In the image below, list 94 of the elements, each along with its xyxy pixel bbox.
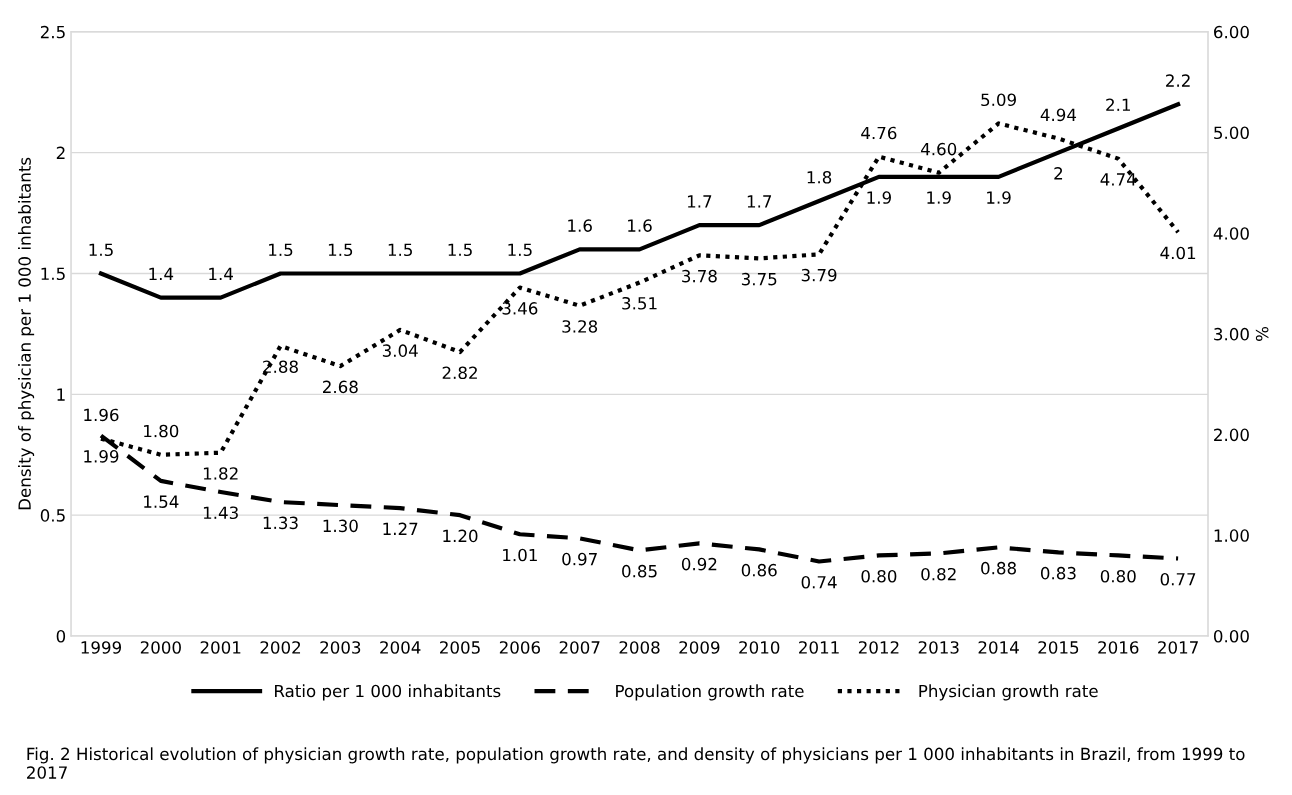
- data-label: 1.5: [448, 243, 472, 257]
- y-axis-title: Density of physician per 1 000 inhabitants: [18, 157, 35, 510]
- x-tick-label: 2015: [1038, 641, 1079, 654]
- x-tick-label: 2003: [320, 641, 361, 654]
- data-label: 2.82: [442, 366, 477, 380]
- data-label: 1.82: [203, 467, 238, 480]
- data-label: 4.60: [921, 142, 957, 156]
- data-label: 1.9: [987, 191, 1011, 204]
- data-label: 0.97: [562, 552, 597, 566]
- data-label: 4.76: [861, 126, 897, 140]
- data-label: 1.33: [263, 516, 298, 530]
- data-label: 0.85: [622, 564, 657, 578]
- data-label: 1.80: [144, 424, 179, 438]
- data-label: 2: [1054, 167, 1063, 180]
- legend-label: Population growth rate: [616, 684, 804, 701]
- data-label: 3.75: [741, 272, 777, 286]
- data-label: 0.74: [801, 575, 837, 589]
- data-label: 3.79: [801, 268, 837, 282]
- x-tick-label: 2000: [140, 641, 181, 654]
- x-tick-label: 2012: [858, 641, 899, 654]
- x-tick-label: 2002: [260, 641, 301, 654]
- data-label: 0.77: [1160, 572, 1196, 586]
- y-tick-label: 2: [56, 146, 65, 159]
- data-label: 0.83: [1040, 566, 1076, 580]
- x-tick-label: 2013: [918, 641, 959, 654]
- data-label: 1.6: [568, 219, 592, 232]
- caption: Fig. 2 Historical evolution of physician growth rate, population growth rate, and density of physicians per 1 000 inhabitants in Brazil, from 1999 to 2017: [27, 747, 1245, 779]
- data-label: 1.99: [84, 450, 119, 463]
- x-tick-label: 2001: [200, 641, 241, 654]
- data-label: 1.6: [628, 219, 652, 232]
- data-label: 1.20: [443, 529, 478, 543]
- y2-tick-label: 4.00: [1213, 227, 1249, 240]
- data-label: 3.46: [502, 302, 538, 315]
- data-label: 3.28: [562, 320, 598, 333]
- data-label: 1.27: [383, 522, 418, 535]
- y2-tick-label: 5.00: [1214, 126, 1249, 140]
- y2-tick-label: 0.00: [1213, 629, 1249, 643]
- x-tick-label: 2006: [499, 641, 541, 654]
- data-label: 2.2: [1166, 74, 1190, 87]
- x-tick-label: 2005: [440, 641, 480, 654]
- data-label: 1.5: [388, 243, 412, 257]
- data-label: 0.82: [921, 567, 956, 581]
- data-label: 2.68: [323, 380, 358, 394]
- x-tick-label: 1999: [81, 641, 122, 654]
- data-label: 1.43: [203, 506, 238, 520]
- y2-tick-label: 1.00: [1214, 529, 1249, 542]
- x-tick-label: 2017: [1158, 641, 1198, 654]
- data-label: 0.80: [1100, 569, 1136, 583]
- data-label: 3.51: [622, 296, 657, 310]
- data-label: 3.78: [682, 269, 717, 283]
- data-label: 4.94: [1040, 108, 1077, 122]
- data-label: 1.7: [687, 195, 712, 208]
- data-label: 1.5: [508, 243, 532, 257]
- x-tick-label: 2016: [1098, 641, 1139, 654]
- data-label: 4.01: [1160, 246, 1196, 260]
- data-label: 2.1: [1106, 98, 1130, 111]
- legend-label: Physician growth rate: [919, 684, 1098, 701]
- data-label: 1.96: [84, 408, 119, 422]
- x-tick-label: 2009: [679, 641, 720, 654]
- y-tick-label: 1: [57, 388, 65, 401]
- data-label: 1.5: [328, 243, 353, 257]
- data-label: 1.01: [503, 548, 537, 562]
- x-tick-label: 2004: [380, 641, 421, 654]
- x-tick-label: 2010: [739, 641, 780, 654]
- data-label: 1.5: [89, 243, 113, 257]
- y2-axis-title: %: [1255, 326, 1269, 341]
- y2-tick-label: 3.00: [1214, 327, 1249, 341]
- data-label: 0.86: [741, 563, 777, 577]
- data-label: 1.5: [269, 243, 293, 257]
- y-tick-label: 1.5: [41, 267, 65, 281]
- data-label: 3.04: [382, 344, 418, 357]
- legend-label: Ratio per 1 000 inhabitants: [275, 684, 501, 701]
- x-tick-label: 2011: [799, 641, 839, 654]
- data-label: 1.30: [323, 519, 358, 533]
- data-label: 0.80: [861, 569, 897, 583]
- data-label: 1.9: [867, 191, 891, 204]
- y-tick-label: 0: [56, 629, 66, 643]
- data-label: 0.88: [981, 561, 1016, 575]
- data-label: 1.8: [807, 170, 832, 184]
- x-tick-label: 2014: [978, 641, 1019, 654]
- x-tick-label: 2008: [619, 641, 660, 654]
- y-tick-label: 2.5: [40, 25, 65, 39]
- y2-tick-label: 6.00: [1214, 25, 1249, 39]
- x-tick-label: 2007: [559, 641, 600, 654]
- data-label: 1.54: [144, 495, 179, 508]
- data-label: 1.9: [927, 191, 951, 204]
- y-tick-label: 0.5: [40, 509, 65, 522]
- data-label: 1.4: [209, 267, 233, 281]
- data-label: 4.74: [1100, 173, 1136, 186]
- data-label: 1.7: [747, 195, 772, 208]
- data-label: 0.92: [681, 557, 717, 571]
- data-label: 5.09: [981, 93, 1016, 107]
- data-label: 1.4: [149, 267, 174, 281]
- y2-tick-label: 2.00: [1214, 428, 1249, 442]
